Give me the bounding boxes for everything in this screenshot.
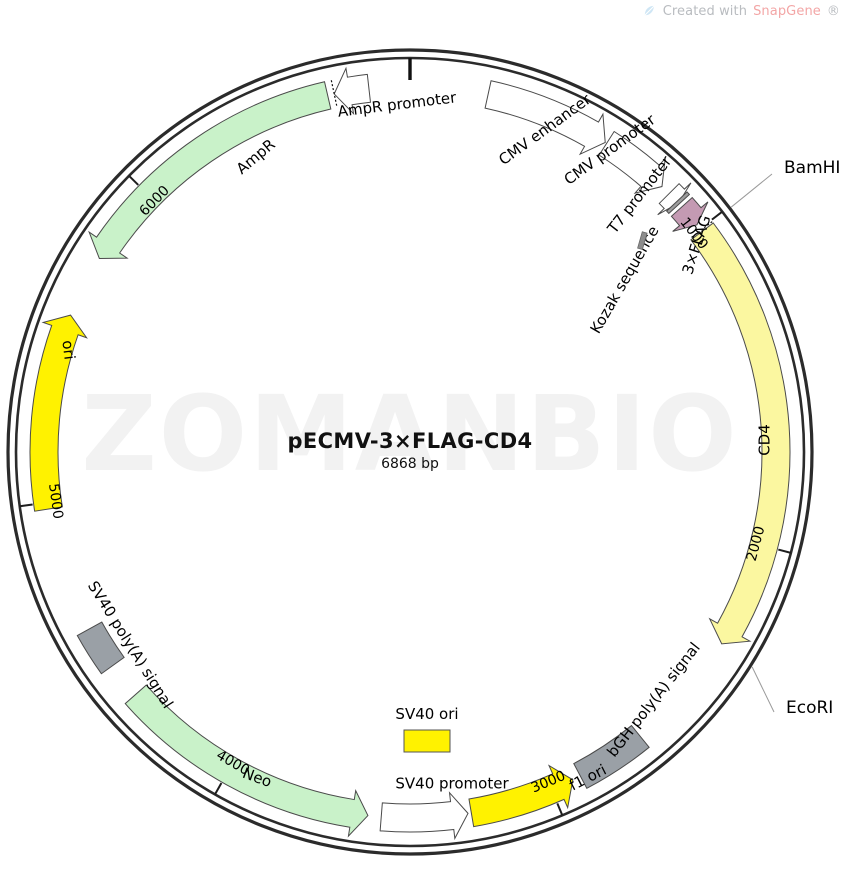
junction-dash-bamhi bbox=[689, 221, 713, 240]
feature-label: ori bbox=[58, 339, 78, 361]
site-label: BamHI bbox=[784, 158, 840, 178]
restriction-sites-layer: BamHI EcoRI bbox=[330, 80, 840, 718]
feature-label: SV40 promoter bbox=[395, 775, 509, 793]
feature-ampr[interactable] bbox=[88, 81, 332, 259]
credit-suffix: ® bbox=[826, 4, 840, 19]
snapgene-credit: Created with SnapGene ® bbox=[642, 4, 840, 19]
feature-shape[interactable] bbox=[598, 130, 666, 195]
feature-neo[interactable] bbox=[124, 684, 369, 838]
feature-ori[interactable] bbox=[29, 314, 88, 512]
tick-5000: 5000 bbox=[19, 483, 66, 521]
feature-shape[interactable] bbox=[379, 791, 469, 841]
site-label: EcoRI bbox=[786, 698, 833, 718]
sv40-ori-box[interactable] bbox=[403, 729, 451, 753]
feature-shape[interactable] bbox=[333, 66, 372, 116]
feature-sv40-promoter[interactable] bbox=[379, 791, 469, 841]
feature-bgh-poly-a-signal[interactable] bbox=[573, 724, 650, 790]
feature-shape[interactable] bbox=[484, 80, 606, 156]
feature-shape[interactable] bbox=[29, 314, 88, 512]
feature-t7-promoter[interactable] bbox=[657, 182, 692, 216]
feature-shape[interactable] bbox=[468, 764, 574, 828]
feature-sv40-ori[interactable]: SV40 ori bbox=[395, 705, 459, 753]
watermark-layer: ZOMANBIO bbox=[81, 373, 738, 495]
feature-label: SV40 ori bbox=[395, 705, 458, 723]
feature-shape[interactable] bbox=[657, 182, 692, 216]
backbone-outer-circle bbox=[6, 48, 814, 856]
tick-mark bbox=[128, 175, 139, 186]
tick-mark bbox=[778, 548, 792, 554]
feature-sv40-poly-a-signal[interactable] bbox=[76, 621, 125, 675]
center-title-group: pECMV-3×FLAG-CD4 6868 bp bbox=[287, 429, 532, 472]
feature-cmv-enhancer[interactable] bbox=[484, 80, 606, 156]
credit-brand: SnapGene bbox=[753, 4, 821, 19]
tick-mark bbox=[556, 802, 564, 816]
feature-shape[interactable] bbox=[124, 684, 369, 838]
feature-ampr-promoter[interactable] bbox=[333, 66, 372, 116]
site-leader-line bbox=[730, 173, 773, 208]
tick-mark bbox=[19, 503, 33, 508]
feature-cmv-promoter[interactable] bbox=[598, 130, 666, 195]
restriction-site-ecori[interactable]: EcoRI bbox=[751, 666, 833, 718]
junction-dash-ampr-promoter bbox=[330, 80, 338, 108]
feature-3-flag[interactable] bbox=[670, 196, 709, 232]
site-leader-line bbox=[751, 666, 775, 713]
credit-prefix: Created with bbox=[662, 4, 748, 19]
plasmid-name: pECMV-3×FLAG-CD4 bbox=[287, 429, 532, 453]
tick-mark bbox=[214, 782, 223, 795]
feature-f1-ori[interactable] bbox=[468, 764, 574, 828]
plasmid-length: 6868 bp bbox=[381, 456, 439, 472]
feature-cd4[interactable] bbox=[690, 222, 791, 645]
feature-shape[interactable] bbox=[88, 81, 332, 259]
restriction-site-bamhi[interactable]: BamHI bbox=[730, 158, 840, 208]
snapgene-leaf-icon bbox=[644, 5, 655, 16]
tick-mark bbox=[711, 210, 723, 221]
feature-shape[interactable] bbox=[670, 196, 709, 232]
kozak-sequence-mark[interactable] bbox=[637, 231, 648, 250]
feature-label: Kozak sequence bbox=[587, 223, 663, 337]
feature-shape[interactable] bbox=[690, 222, 791, 645]
tick-label: 5000 bbox=[45, 483, 66, 521]
feature-label: CD4 bbox=[756, 424, 774, 456]
feature-shape[interactable] bbox=[76, 621, 125, 675]
feature-shape[interactable] bbox=[665, 191, 691, 215]
feature-kozak-sequence[interactable] bbox=[665, 191, 691, 215]
watermark-text: ZOMANBIO bbox=[81, 373, 738, 495]
feature-shape[interactable] bbox=[573, 724, 650, 790]
